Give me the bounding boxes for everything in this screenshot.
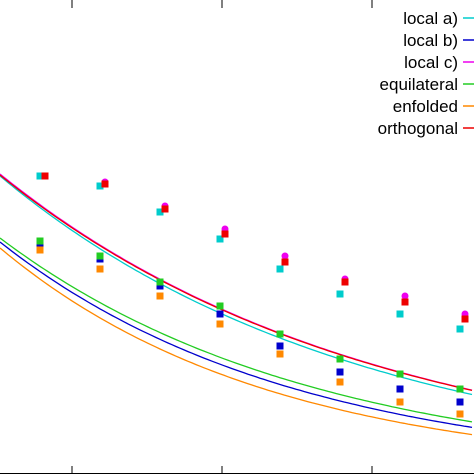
legend: local a) local b) local c) equilateral enfol… bbox=[378, 9, 474, 138]
point-s2-4 bbox=[281, 252, 289, 260]
legend-label-1: local b) bbox=[403, 31, 458, 50]
point-s3-3 bbox=[216, 302, 224, 310]
point-s4-1 bbox=[96, 265, 104, 273]
fit-curve-4 bbox=[0, 241, 473, 429]
point-s4-5 bbox=[336, 378, 344, 386]
point-s1-7 bbox=[456, 398, 464, 406]
point-s5-4 bbox=[281, 258, 289, 266]
fit-curves bbox=[0, 173, 473, 436]
point-s0-1 bbox=[96, 182, 104, 190]
point-s5-2 bbox=[161, 205, 169, 213]
point-s5-7 bbox=[461, 315, 469, 323]
data-points bbox=[36, 172, 469, 418]
point-s4-4 bbox=[276, 350, 284, 358]
point-s3-5 bbox=[336, 355, 344, 363]
point-s5-1 bbox=[101, 180, 109, 188]
point-s0-2 bbox=[156, 208, 164, 216]
point-s1-4 bbox=[276, 342, 284, 350]
point-s0-5 bbox=[336, 290, 344, 298]
point-s2-6 bbox=[401, 292, 409, 300]
legend-label-0: local a) bbox=[403, 9, 458, 28]
fit-curve-5 bbox=[0, 247, 473, 436]
legend-label-4: enfolded bbox=[393, 97, 458, 116]
point-s3-7 bbox=[456, 385, 464, 393]
fit-curve-1 bbox=[0, 173, 473, 391]
legend-label-2: local c) bbox=[404, 53, 458, 72]
point-s1-2 bbox=[156, 282, 164, 290]
point-s5-5 bbox=[341, 278, 349, 286]
point-s5-6 bbox=[401, 298, 409, 306]
point-s3-4 bbox=[276, 330, 284, 338]
point-s1-6 bbox=[396, 385, 404, 393]
point-s4-3 bbox=[216, 320, 224, 328]
point-s4-0 bbox=[36, 246, 44, 254]
point-s3-6 bbox=[396, 370, 404, 378]
fit-curve-2 bbox=[0, 174, 473, 392]
point-s3-1 bbox=[96, 252, 104, 260]
point-s3-2 bbox=[156, 278, 164, 286]
point-s0-3 bbox=[216, 235, 224, 243]
point-s1-5 bbox=[336, 368, 344, 376]
fit-curve-0 bbox=[0, 175, 473, 396]
legend-label-3: equilateral bbox=[380, 75, 458, 94]
fit-curve-3 bbox=[0, 237, 473, 423]
point-s3-0 bbox=[36, 237, 44, 245]
point-s0-4 bbox=[276, 265, 284, 273]
point-s5-0 bbox=[41, 172, 49, 180]
point-s1-3 bbox=[216, 310, 224, 318]
point-s0-6 bbox=[396, 310, 404, 318]
point-s5-3 bbox=[221, 230, 229, 238]
point-s0-7 bbox=[456, 325, 464, 333]
point-s4-6 bbox=[396, 398, 404, 406]
legend-label-5: orthogonal bbox=[378, 119, 458, 138]
point-s4-7 bbox=[456, 410, 464, 418]
point-s4-2 bbox=[156, 292, 164, 300]
point-s0-0 bbox=[36, 172, 44, 180]
